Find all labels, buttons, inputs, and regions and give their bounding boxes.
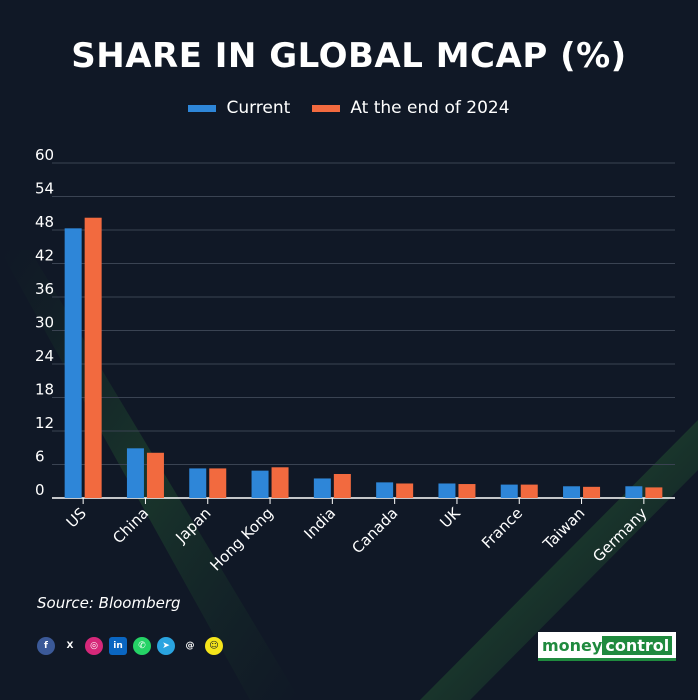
y-tick-label: 24 xyxy=(35,347,54,365)
y-tick-label: 6 xyxy=(35,448,45,466)
linkedin-icon[interactable]: in xyxy=(109,637,127,655)
legend: Current At the end of 2024 xyxy=(0,98,698,118)
y-tick-label: 60 xyxy=(35,146,54,164)
source-note: Source: Bloomberg xyxy=(37,594,181,612)
telegram-icon[interactable]: ➤ xyxy=(157,637,175,655)
x-tick-label: Taiwan xyxy=(539,504,589,554)
legend-label-2024: At the end of 2024 xyxy=(350,98,510,118)
moneycontrol-logo: money control xyxy=(538,632,677,661)
bar-current xyxy=(376,482,394,498)
legend-item-2024: At the end of 2024 xyxy=(312,98,510,118)
x-tick-label: India xyxy=(300,504,339,543)
x-icon[interactable]: X xyxy=(61,637,79,655)
y-tick-label: 12 xyxy=(35,414,54,432)
logo-part-money: money xyxy=(542,635,603,655)
x-tick-label: Germany xyxy=(589,504,651,566)
bar-end-2024 xyxy=(396,483,414,498)
bar-end-2024 xyxy=(458,484,476,498)
y-tick-label: 36 xyxy=(35,280,54,298)
legend-item-current: Current xyxy=(188,98,290,118)
bar-end-2024 xyxy=(583,486,601,498)
bar-current xyxy=(64,228,82,498)
y-tick-label: 54 xyxy=(35,180,54,198)
x-tick-label: China xyxy=(109,504,152,547)
bar-current xyxy=(313,478,331,498)
bar-current xyxy=(251,470,269,498)
bar-current xyxy=(625,486,643,498)
y-tick-label: 48 xyxy=(35,213,54,231)
legend-label-current: Current xyxy=(226,98,291,118)
facebook-icon[interactable]: f xyxy=(37,637,55,655)
bar-end-2024 xyxy=(84,217,102,498)
y-tick-label: 42 xyxy=(35,247,54,265)
legend-swatch-2024 xyxy=(312,104,341,112)
x-tick-label: Japan xyxy=(172,504,215,547)
threads-icon[interactable]: @ xyxy=(181,637,199,655)
whatsapp-icon[interactable]: ✆ xyxy=(133,637,151,655)
x-tick-label: UK xyxy=(436,503,464,531)
bar-current xyxy=(563,486,581,498)
x-tick-label: Hong Kong xyxy=(206,504,276,574)
bar-current xyxy=(500,484,518,498)
bar-end-2024 xyxy=(520,484,538,498)
bar-end-2024 xyxy=(146,452,164,498)
y-tick-label: 0 xyxy=(35,481,45,499)
bar-end-2024 xyxy=(645,487,663,498)
logo-part-control: control xyxy=(602,635,673,655)
x-tick-label: Canada xyxy=(348,504,401,557)
bar-current xyxy=(126,448,144,498)
bar-end-2024 xyxy=(209,468,227,498)
legend-swatch-current xyxy=(188,104,217,112)
bar-end-2024 xyxy=(333,473,351,498)
instagram-icon[interactable]: ◎ xyxy=(85,637,103,655)
chart-title: SHARE IN GLOBAL MCAP (%) xyxy=(71,36,627,76)
y-tick-label: 30 xyxy=(35,314,54,332)
social-icons: f X ◎ in ✆ ➤ @ ☺ xyxy=(37,637,223,655)
y-tick-label: 18 xyxy=(35,381,54,399)
x-tick-label: US xyxy=(63,504,90,531)
snapchat-icon[interactable]: ☺ xyxy=(205,637,223,655)
bar-current xyxy=(189,468,207,498)
bar-end-2024 xyxy=(271,467,289,498)
x-tick-label: France xyxy=(478,504,526,552)
bar-current xyxy=(438,483,456,498)
